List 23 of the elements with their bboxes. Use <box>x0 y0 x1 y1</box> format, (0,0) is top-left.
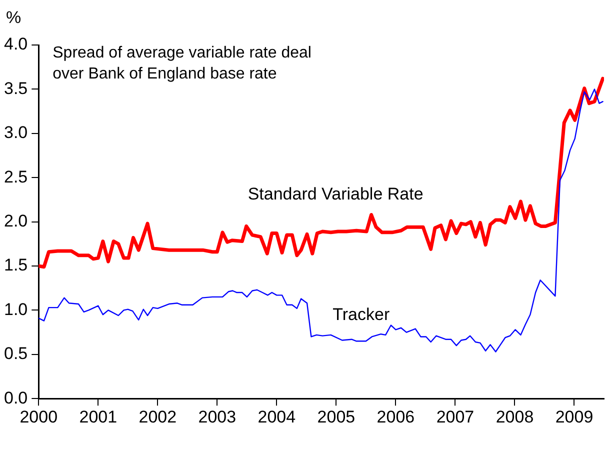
x-tick-label: 2006 <box>376 407 415 426</box>
series-label: Standard Variable Rate <box>248 184 424 204</box>
y-tick-label: 0.0 <box>4 388 28 408</box>
y-tick-label: 1.5 <box>4 256 28 275</box>
y-tick-label: 4.0 <box>4 34 28 54</box>
series-label: Tracker <box>332 304 390 324</box>
x-tick-label: 2001 <box>79 407 118 426</box>
x-tick-label: 2003 <box>198 407 236 426</box>
y-tick-label: 2.5 <box>4 167 28 186</box>
y-tick-label: 2.0 <box>4 211 28 230</box>
x-tick-label: 2002 <box>138 407 177 426</box>
annotation: Spread of average variable rate deal over Bank of England base rate <box>52 44 312 82</box>
y-tick-label: 3.0 <box>4 123 28 142</box>
y-tick-label: 1.0 <box>4 300 28 319</box>
x-tick-label: 2009 <box>555 407 594 426</box>
x-tick-label: 2008 <box>496 407 534 426</box>
x-tick-label: 2007 <box>436 407 474 426</box>
x-tick-label: 2000 <box>20 407 58 426</box>
y-tick-label: 0.5 <box>4 344 28 364</box>
x-tick-label: 2004 <box>258 407 296 426</box>
y-tick-label: 3.5 <box>4 78 28 98</box>
y-axis-title: % <box>6 8 22 28</box>
x-tick-label: 2005 <box>317 407 356 426</box>
